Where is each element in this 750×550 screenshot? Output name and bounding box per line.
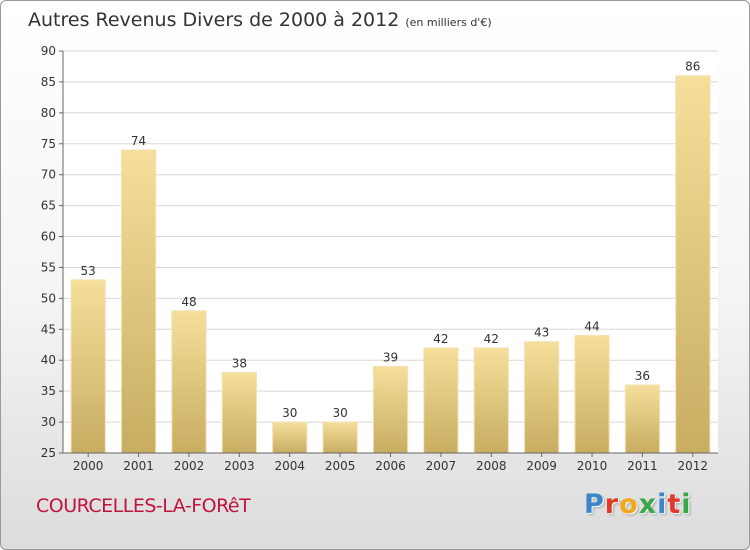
x-tick-label: 2009 (526, 459, 557, 473)
x-tick-label: 2011 (627, 459, 658, 473)
logo-letter: P (584, 489, 605, 520)
logo-letter: x (638, 489, 658, 520)
bar-value-label: 30 (282, 406, 297, 420)
bar-value-label: 74 (131, 134, 146, 148)
bar (423, 347, 459, 454)
x-tick-label: 2001 (123, 459, 154, 473)
bar-value-label: 48 (181, 295, 196, 309)
city-name: COURCELLES-LA-FORêT (36, 495, 251, 517)
bar-value-label: 86 (685, 60, 700, 74)
logo-letter: r (604, 489, 620, 520)
proxiti-logo: Proxiti (584, 489, 692, 520)
logo-letter: t (667, 489, 682, 520)
x-tick-label: 2010 (577, 459, 608, 473)
y-tick-label: 60 (41, 230, 56, 244)
bar-value-label: 30 (332, 406, 347, 420)
y-tick-label: 40 (41, 353, 56, 367)
value-labels: 53 74 48 38 30 30 39 42 42 43 44 36 86 (81, 60, 701, 420)
x-tick-label: 2003 (224, 459, 255, 473)
y-tick-label: 70 (41, 168, 56, 182)
bar-value-label: 39 (383, 350, 398, 364)
x-tick-label: 2005 (325, 459, 356, 473)
x-tick-label: 2004 (274, 459, 305, 473)
bar (171, 310, 207, 454)
y-tick-label: 75 (41, 137, 56, 151)
bar (524, 341, 560, 454)
y-tick-label: 45 (41, 322, 56, 336)
bar (272, 421, 308, 454)
bar (221, 372, 257, 454)
y-tick-label: 85 (41, 75, 56, 89)
x-tick-label: 2007 (426, 459, 457, 473)
x-tick-label: 2008 (476, 459, 507, 473)
bar (624, 384, 661, 454)
y-tick-label: 65 (41, 199, 56, 213)
bar (675, 75, 711, 454)
bars (70, 75, 711, 454)
bar (372, 365, 409, 454)
title-row: Autres Revenus Divers de 2000 à 2012 (en … (28, 9, 492, 31)
chart-subtitle: (en milliers d'€) (405, 16, 492, 29)
x-tick-label: 2000 (73, 459, 104, 473)
bar (574, 334, 610, 454)
y-tick-label: 30 (41, 415, 56, 429)
y-tick-label: 90 (41, 44, 56, 58)
bar (70, 279, 106, 454)
chart-title: Autres Revenus Divers de 2000 à 2012 (28, 9, 400, 31)
bar-value-label: 43 (534, 326, 549, 340)
x-tick-label: 2012 (678, 459, 709, 473)
bar-value-label: 44 (584, 319, 599, 333)
y-tick-label: 50 (41, 291, 56, 305)
x-tick-label: 2002 (174, 459, 205, 473)
y-axis-ticks: 25 30 35 40 45 50 55 60 65 70 75 80 85 90 (41, 44, 63, 460)
y-tick-label: 55 (41, 260, 56, 274)
bar (120, 149, 157, 454)
bar-value-label: 42 (484, 332, 499, 346)
logo-letter: i (681, 489, 692, 520)
logo-letter: o (619, 489, 639, 520)
y-tick-label: 80 (41, 106, 56, 120)
x-axis-ticks: 2000 2001 2002 2003 2004 2005 2006 2007 2008 2009… (73, 453, 708, 473)
x-tick-label: 2006 (375, 459, 406, 473)
bar-value-label: 38 (232, 357, 247, 371)
bar (322, 421, 358, 454)
bar-value-label: 36 (635, 369, 650, 383)
bar (473, 347, 509, 454)
y-tick-label: 25 (41, 446, 56, 460)
logo-letter: i (657, 489, 668, 520)
y-tick-label: 35 (41, 384, 56, 398)
bar-value-label: 53 (81, 264, 96, 278)
bar-value-label: 42 (433, 332, 448, 346)
